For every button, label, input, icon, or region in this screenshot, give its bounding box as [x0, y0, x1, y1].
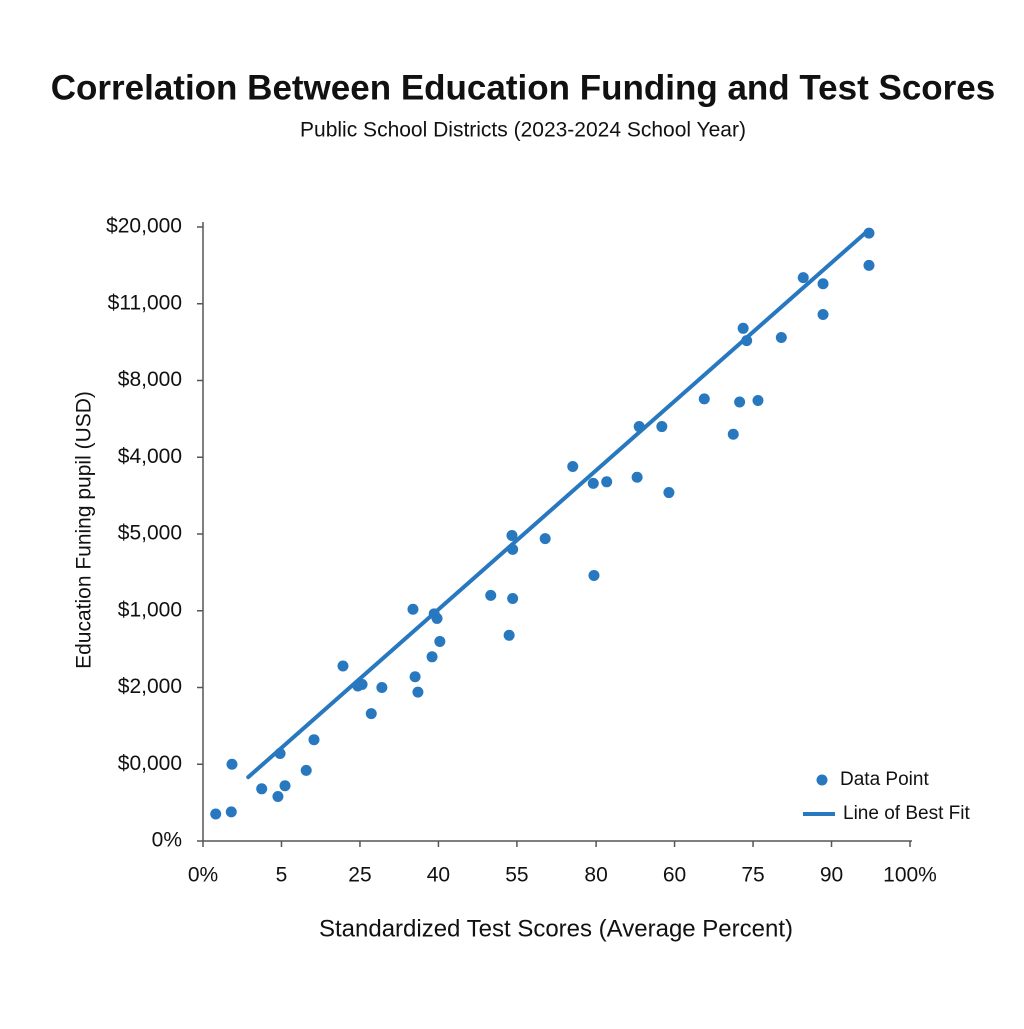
data-point: [256, 783, 268, 795]
data-point: [737, 322, 749, 334]
x-tick-label: 5: [276, 864, 288, 887]
data-point: [656, 421, 668, 433]
x-tick-label: 55: [505, 864, 528, 887]
y-tick-label: $5,000: [118, 522, 182, 545]
y-tick-label: $2,000: [118, 675, 182, 698]
data-point: [225, 806, 237, 818]
data-point: [409, 671, 421, 683]
data-point: [485, 589, 497, 601]
data-point: [376, 682, 388, 693]
y-tick-label: $0,000: [118, 752, 182, 775]
data-point: [272, 790, 284, 802]
data-point: [412, 686, 424, 698]
data-point: [300, 764, 312, 776]
data-point: [863, 259, 875, 271]
x-tick-label: 25: [348, 864, 371, 887]
data-point: [426, 651, 438, 663]
best-fit-line: [246, 230, 869, 780]
data-point: [601, 476, 613, 488]
data-point: [308, 734, 320, 746]
data-point: [226, 758, 238, 770]
legend-label: Line of Best Fit: [843, 803, 970, 824]
data-point: [365, 708, 377, 720]
y-tick-label: $4,000: [118, 445, 182, 468]
y-tick-label: 0%: [152, 829, 182, 852]
x-tick-label: 100%: [883, 864, 937, 887]
x-tick-label: 80: [584, 864, 607, 887]
x-axis-label: Standardized Test Scores (Average Percen…: [319, 915, 793, 942]
data-point: [631, 471, 643, 483]
data-point: [210, 808, 222, 820]
data-point: [407, 603, 419, 615]
y-tick-label: $1,000: [118, 598, 182, 621]
data-point: [506, 530, 518, 542]
data-point: [752, 394, 764, 406]
y-tick-label: $20,000: [106, 215, 182, 238]
x-tick-label: 75: [741, 864, 764, 887]
data-point: [698, 393, 710, 405]
y-axis-label: Education Funing pupil (USD): [73, 391, 96, 669]
legend-marker: [816, 774, 828, 786]
x-tick-label: 60: [663, 864, 686, 887]
chart-subtitle: Public School Districts (2023-2024 Schoo…: [300, 119, 746, 142]
y-tick-label: $8,000: [118, 368, 182, 391]
data-point: [727, 428, 739, 440]
data-point: [434, 635, 446, 647]
x-tick-label: 90: [820, 864, 843, 887]
data-point: [539, 533, 551, 545]
data-point: [663, 487, 675, 499]
data-point: [775, 332, 787, 344]
data-point: [337, 660, 349, 672]
y-tick-label: $11,000: [108, 291, 182, 314]
data-point: [797, 272, 809, 284]
data-point: [503, 629, 515, 641]
data-point: [567, 460, 579, 472]
x-tick-label: 0%: [188, 864, 218, 887]
chart-title: Correlation Between Education Funding an…: [51, 68, 995, 107]
data-point: [817, 308, 829, 320]
x-tick-label: 40: [427, 864, 450, 887]
legend-label: Data Point: [840, 769, 929, 790]
data-point: [817, 278, 829, 290]
data-point: [587, 477, 599, 489]
data-point: [507, 592, 519, 604]
data-point: [279, 780, 291, 792]
data-point: [588, 569, 600, 581]
data-point: [734, 396, 746, 408]
